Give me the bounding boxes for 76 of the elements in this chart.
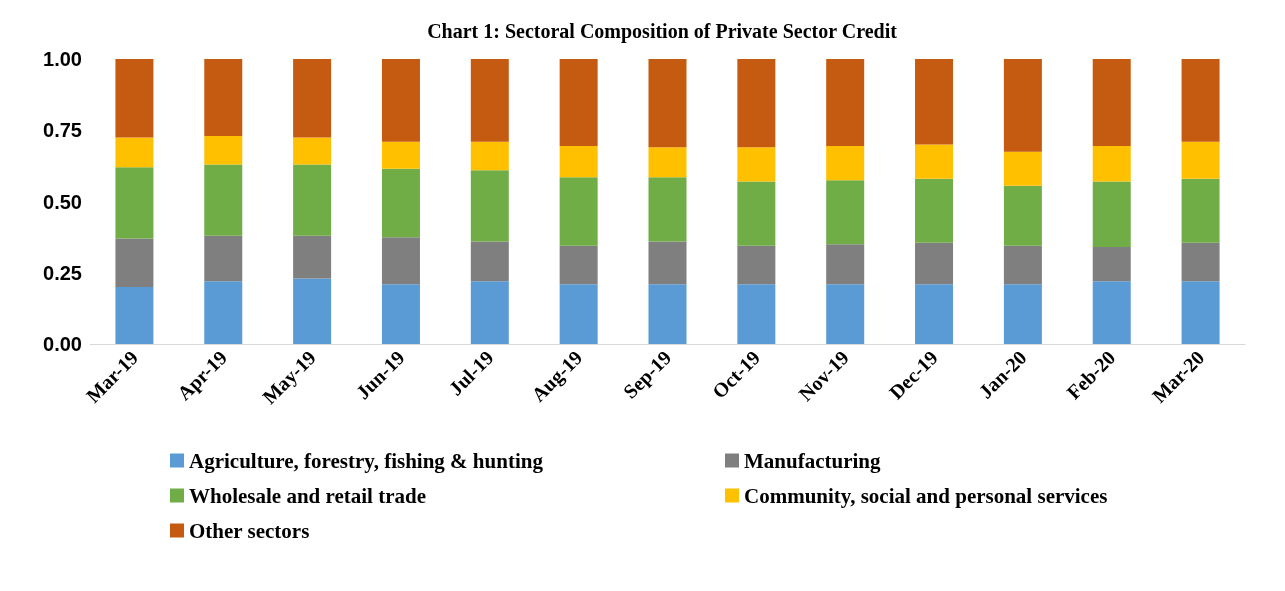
bar [470, 281, 509, 344]
bar [1092, 145, 1131, 182]
y-tick-label: 1.00 [43, 48, 82, 70]
bar [381, 141, 420, 169]
bar [204, 235, 243, 282]
bar [293, 164, 332, 236]
bar [559, 245, 598, 285]
bar [470, 170, 509, 242]
legend-label: Other sectors [189, 518, 310, 543]
bar [1181, 281, 1220, 344]
bar [1092, 281, 1131, 344]
bar [115, 167, 154, 239]
bar [1003, 245, 1042, 285]
bar [1181, 178, 1220, 243]
bar [381, 237, 420, 285]
y-tick-label: 0.75 [43, 119, 82, 142]
bar [115, 287, 154, 344]
bar [204, 281, 243, 344]
bar [1003, 284, 1042, 344]
bar [826, 180, 865, 245]
bar [737, 181, 776, 246]
bar [204, 164, 243, 236]
bar [826, 284, 865, 344]
bar [381, 168, 420, 238]
bar [293, 137, 332, 165]
bar [648, 177, 687, 242]
bar [737, 59, 776, 148]
bar [1003, 151, 1042, 186]
bar [915, 178, 954, 243]
y-tick-label: 0.00 [43, 333, 82, 355]
bar [737, 284, 776, 344]
chart-title: Chart 1: Sectoral Composition of Private Sector Credit [427, 20, 898, 43]
bar [381, 59, 420, 142]
legend-label: Community, social and personal services [744, 483, 1108, 508]
bar [559, 284, 598, 344]
bar [826, 59, 865, 146]
bar [115, 238, 154, 287]
bar [204, 135, 243, 165]
bar [381, 284, 420, 344]
bar [1003, 185, 1042, 246]
bar [559, 177, 598, 246]
bar [1181, 59, 1220, 142]
bar [470, 141, 509, 171]
bar [1092, 247, 1131, 282]
bar [826, 145, 865, 181]
bar [915, 59, 954, 145]
bar [559, 145, 598, 178]
bar [1092, 59, 1131, 146]
bar [915, 144, 954, 179]
y-tick-label: 0.25 [43, 261, 82, 284]
bar [648, 241, 687, 285]
bar [1092, 181, 1131, 248]
bar [737, 147, 776, 182]
bar [826, 244, 865, 285]
bar [559, 59, 598, 146]
bar [737, 245, 776, 285]
bar [470, 59, 509, 142]
bar [470, 241, 509, 282]
bar [293, 278, 332, 344]
bar [1003, 59, 1042, 152]
legend-label: Manufacturing [744, 448, 881, 473]
bar [915, 284, 954, 344]
bar [648, 284, 687, 344]
bar [115, 137, 154, 168]
bar [915, 242, 954, 285]
bar [115, 59, 154, 138]
bar [648, 147, 687, 178]
legend-label: Agriculture, forestry, fishing & hunting [189, 448, 544, 473]
y-tick-label: 0.50 [43, 190, 82, 213]
bar [1181, 141, 1220, 179]
bar [648, 59, 687, 148]
bar [204, 59, 243, 136]
bar [1181, 242, 1220, 282]
bar [293, 235, 332, 279]
legend-label: Wholesale and retail trade [189, 483, 427, 508]
bar [293, 59, 332, 138]
